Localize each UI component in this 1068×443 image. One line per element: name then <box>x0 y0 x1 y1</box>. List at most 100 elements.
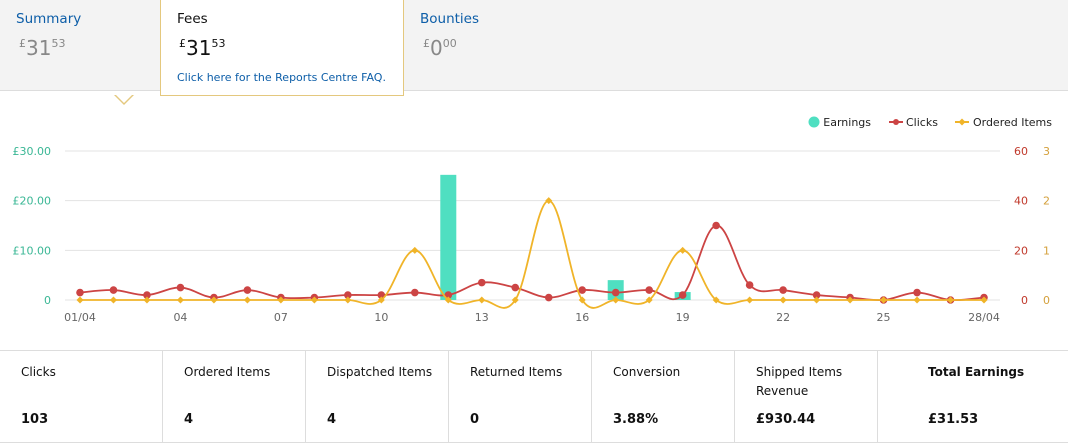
ordered-items-point <box>210 296 218 304</box>
x-tick-label: 13 <box>475 311 489 324</box>
stat-label: Ordered Items <box>184 365 271 379</box>
x-tick-label: 19 <box>676 311 690 324</box>
legend-item-earnings[interactable]: Earnings <box>808 116 871 129</box>
ordered-items-point <box>277 296 285 304</box>
x-tick-label: 28/04 <box>968 311 1000 324</box>
clicks-point <box>109 286 118 294</box>
clicks-point <box>544 293 553 302</box>
tab-title: Summary <box>16 11 82 27</box>
stat-returned-items: Returned Items 0 <box>448 351 591 442</box>
currency-symbol: £ <box>423 37 430 50</box>
y-right-clicks-tick-label: 20 <box>1014 244 1028 257</box>
ordered-items-point <box>143 296 151 304</box>
ordered-items-point <box>310 296 318 304</box>
ordered-items-line <box>80 199 984 309</box>
ordered-items-point <box>243 296 251 304</box>
x-tick-label: 04 <box>173 311 187 324</box>
stat-label: Conversion <box>613 365 681 379</box>
stat-value: 0 <box>470 412 480 427</box>
amount-whole: 31 <box>186 36 212 60</box>
clicks-point <box>511 283 520 292</box>
amount-whole: 31 <box>26 36 52 60</box>
tab-title: Bounties <box>420 11 480 27</box>
y-right-ordered-tick-label: 3 <box>1043 145 1050 158</box>
report-tabs: Summary £3153 Fees £3153 Click here for … <box>0 0 1068 96</box>
clicks-point <box>176 283 185 292</box>
y-right-ordered-tick-label: 2 <box>1043 195 1050 208</box>
ordered-items-point <box>511 296 519 304</box>
ordered-items-point <box>578 296 586 304</box>
stat-value: £31.53 <box>928 412 979 427</box>
y-right-clicks-tick-label: 40 <box>1014 195 1028 208</box>
legend-item-ordered-items[interactable]: Ordered Items <box>955 116 1052 129</box>
ordered-items-point <box>913 296 921 304</box>
y-left-tick-label: £30.00 <box>13 145 52 158</box>
stat-value: 4 <box>327 412 337 427</box>
stat-label: Returned Items <box>470 365 563 379</box>
y-left-tick-label: £20.00 <box>13 195 52 208</box>
tab-bounties[interactable]: Bounties £000 <box>404 0 604 90</box>
x-tick-label: 10 <box>374 311 388 324</box>
stat-value: 3.88% <box>613 412 659 427</box>
stat-label: Clicks <box>21 365 56 379</box>
amount-decimal: 00 <box>442 37 457 50</box>
y-left-tick-label: £10.00 <box>13 244 52 257</box>
legend-label: Earnings <box>823 116 871 129</box>
amount-whole: 0 <box>430 36 443 60</box>
clicks-point <box>779 286 787 294</box>
ordered-items-point <box>813 296 821 304</box>
clicks-point <box>611 288 620 297</box>
ordered-items-point <box>712 296 720 304</box>
tab-amount: £000 <box>423 36 457 60</box>
clicks-point <box>812 291 821 299</box>
clicks-point <box>243 286 252 294</box>
y-right-ordered-tick-label: 0 <box>1043 294 1050 307</box>
ordered-items-point <box>478 296 486 304</box>
stat-label: Total Earnings <box>928 365 1025 379</box>
stat-dispatched-items: Dispatched Items 4 <box>305 351 448 442</box>
x-tick-label: 25 <box>877 311 891 324</box>
stat-label: Dispatched Items <box>327 365 433 379</box>
ordered-items-point <box>545 197 553 205</box>
amount-decimal: 53 <box>51 37 66 50</box>
ordered-items-point <box>679 246 687 254</box>
ordered-items-point <box>411 246 419 254</box>
earnings-bar <box>440 174 457 300</box>
x-tick-label: 01/04 <box>64 311 96 324</box>
tab-fees[interactable]: Fees £3153 Click here for the Reports Ce… <box>160 0 404 96</box>
ordered-items-point <box>746 296 754 304</box>
clicks-point <box>578 286 587 294</box>
stat-total-earnings: Total Earnings £31.53 <box>877 351 1068 442</box>
tooltip-pointer-fill <box>115 94 133 103</box>
clicks-point <box>745 281 754 289</box>
ordered-items-point <box>645 296 653 304</box>
stat-value: 4 <box>184 412 194 427</box>
legend-item-clicks[interactable]: Clicks <box>888 116 938 129</box>
ordered-items-point <box>980 296 988 304</box>
stat-clicks: Clicks 103 <box>0 351 162 442</box>
currency-symbol: £ <box>19 37 26 50</box>
ordered-items-legend-icon <box>955 118 970 126</box>
tab-amount: £3153 <box>179 36 225 60</box>
clicks-point <box>678 291 687 299</box>
clicks-legend-icon <box>888 119 903 125</box>
clicks-point <box>477 278 486 287</box>
tab-amount: £3153 <box>19 36 65 60</box>
tab-summary[interactable]: Summary £3153 <box>0 0 160 90</box>
reports-faq-link[interactable]: Click here for the Reports Centre FAQ. <box>177 71 386 84</box>
currency-symbol: £ <box>179 37 186 50</box>
ordered-items-point <box>612 296 620 304</box>
x-tick-label: 07 <box>274 311 288 324</box>
y-left-tick-label: 0 <box>44 294 51 307</box>
earnings-legend-icon <box>808 116 820 128</box>
stat-value: £930.44 <box>756 412 816 427</box>
stat-ordered-items: Ordered Items 4 <box>162 351 305 442</box>
stat-shipped-items-revenue: Shipped Items Revenue £930.44 <box>734 351 877 442</box>
legend-label: Clicks <box>906 116 938 129</box>
ordered-items-point <box>846 296 854 304</box>
stat-label: Shipped Items Revenue <box>756 365 843 398</box>
ordered-items-point <box>880 296 888 304</box>
y-right-ordered-tick-label: 1 <box>1043 244 1050 257</box>
ordered-items-point <box>444 296 452 304</box>
